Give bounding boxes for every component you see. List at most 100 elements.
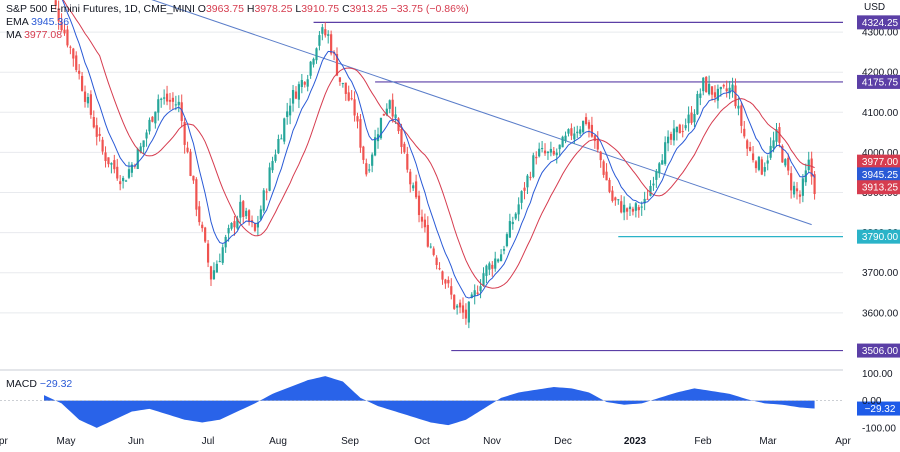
macd-tick-label: 0.00 — [862, 396, 882, 407]
candle-body — [400, 129, 403, 147]
candle-body — [640, 206, 643, 208]
candle-body — [95, 125, 98, 137]
macd-header[interactable]: MACD −29.32 — [6, 378, 72, 391]
candle-body — [183, 122, 186, 145]
macd-label: MACD — [6, 378, 37, 390]
candle-body — [497, 259, 500, 262]
candle-body — [327, 34, 330, 36]
macd-tick-label: 100.00 — [862, 369, 893, 380]
candle-body — [523, 187, 526, 191]
candle-body — [713, 92, 717, 98]
candle-body — [590, 124, 594, 137]
candle-body — [54, 0, 57, 6]
candle-body — [415, 181, 418, 198]
candle-body — [432, 248, 435, 255]
candle-body — [798, 194, 802, 197]
candle-body — [620, 201, 623, 213]
candle-body — [78, 70, 81, 74]
candle-body — [444, 279, 447, 284]
price-tag-label: 3913.25 — [862, 183, 899, 194]
candle-body — [426, 224, 429, 247]
candles-layer — [54, 0, 816, 329]
candle-body — [725, 88, 728, 92]
candle-body — [467, 301, 470, 323]
change-value: −33.75 (−0.86%) — [390, 3, 469, 15]
candle-body — [760, 159, 763, 175]
candle-body — [696, 94, 699, 115]
candle-body — [482, 273, 485, 286]
candle-body — [365, 163, 368, 175]
candle-body — [429, 246, 432, 248]
trendline — [151, 0, 812, 226]
candle-body — [69, 46, 72, 48]
candle-body — [347, 92, 350, 101]
candle-body — [637, 207, 640, 211]
candle-body — [113, 160, 116, 170]
candle-body — [277, 138, 280, 154]
candle-body — [599, 151, 602, 161]
moving-averages-layer — [61, 0, 815, 299]
horizontal-levels — [313, 21, 843, 352]
candle-body — [649, 185, 652, 196]
candle-body — [139, 146, 142, 153]
candle-body — [740, 105, 743, 126]
candle-body — [678, 124, 681, 134]
candle-body — [145, 132, 148, 139]
level-tag-label: 4175.75 — [862, 77, 899, 88]
candle-body — [409, 171, 412, 185]
candle-body — [388, 100, 391, 109]
candle-body — [687, 114, 690, 124]
candle-body — [86, 96, 90, 104]
x-tick-label: 2023 — [624, 436, 647, 447]
candle-body — [728, 87, 731, 94]
candle-body — [236, 218, 239, 229]
candle-body — [778, 127, 781, 143]
candle-body — [690, 112, 693, 123]
candle-body — [60, 21, 63, 31]
candle-body — [535, 156, 538, 159]
candle-body — [564, 135, 567, 141]
candle-body — [558, 144, 561, 150]
candle-body — [283, 118, 286, 142]
candle-body — [491, 264, 494, 269]
candle-body — [309, 61, 312, 76]
candle-body — [265, 191, 268, 193]
x-tick-label: Oct — [414, 436, 430, 447]
candle-body — [344, 82, 347, 94]
candle-body — [245, 210, 248, 217]
candle-body — [705, 76, 708, 93]
candle-body — [787, 157, 790, 171]
candle-body — [655, 171, 658, 180]
candle-body — [154, 111, 157, 124]
candle-body — [807, 159, 810, 171]
candle-body — [209, 266, 213, 280]
candle-body — [168, 99, 172, 102]
price-tag-label: 3977.00 — [862, 157, 899, 168]
header-ma-row[interactable]: MA 3977.08 — [6, 29, 62, 42]
candle-body — [602, 161, 605, 175]
candle-body — [693, 113, 696, 123]
candle-body — [502, 249, 506, 251]
candle-body — [289, 105, 292, 116]
x-tick-label: Apr — [835, 436, 851, 447]
x-tick-label: Feb — [694, 436, 712, 447]
price-tag — [857, 180, 900, 195]
candle-body — [573, 133, 576, 140]
candle-body — [634, 203, 637, 211]
candle-body — [248, 210, 251, 223]
candle-body — [672, 128, 676, 141]
header-ema-row[interactable]: EMA 3945.36 — [6, 16, 69, 29]
candle-body — [617, 199, 620, 201]
candle-body — [549, 148, 552, 153]
candle-body — [330, 34, 333, 54]
candle-body — [719, 86, 722, 90]
candle-body — [499, 254, 503, 262]
candle-body — [479, 286, 482, 292]
x-tick-label: Dec — [554, 436, 572, 447]
candle-body — [734, 85, 737, 107]
y-tick-label: 4300.00 — [862, 28, 899, 39]
candle-body — [239, 201, 242, 218]
low-label: L — [295, 3, 302, 15]
candle-body — [318, 35, 321, 46]
